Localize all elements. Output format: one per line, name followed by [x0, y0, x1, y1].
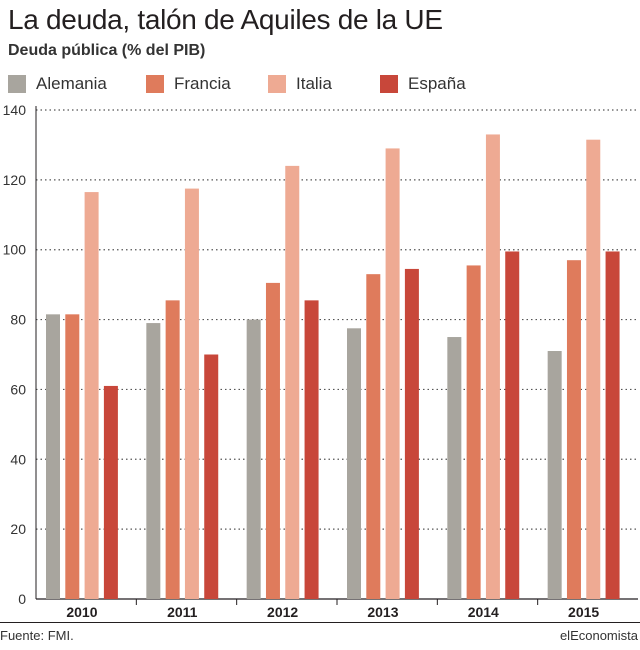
y-tick-label: 0	[18, 591, 26, 607]
bar-francia-2011	[165, 300, 180, 599]
x-tick-label: 2012	[267, 604, 298, 620]
bar-espana-2015	[605, 251, 620, 600]
legend-item-espana: España	[380, 72, 466, 96]
legend-swatch-francia	[146, 75, 164, 93]
y-tick-label: 20	[10, 521, 26, 537]
bar-francia-2012	[265, 282, 280, 599]
source-note: Fuente: FMI.	[0, 628, 74, 643]
chart-title: La deuda, talón de Aquiles de la UE	[8, 4, 443, 35]
chart-subtitle: Deuda pública (% del PIB)	[8, 42, 206, 59]
bar-espana-2014	[505, 251, 520, 600]
bar-alemania-2014	[447, 337, 462, 599]
y-tick-label: 100	[3, 242, 27, 258]
bar-espana-2010	[103, 385, 118, 599]
footer-rule	[0, 622, 640, 623]
bar-francia-2013	[366, 274, 381, 599]
bar-francia-2015	[566, 260, 581, 599]
bar-italia-2010	[84, 192, 99, 599]
bar-chart: 0 20 40 60 80 100 120 140 2010 2011 2012 2013 2014 20…	[3, 102, 638, 620]
x-tick-label: 2011	[167, 604, 198, 620]
legend-label-alemania: Alemania	[36, 74, 107, 93]
legend-label-italia: Italia	[296, 74, 332, 93]
legend-swatch-espana	[380, 75, 398, 93]
bar-espana-2011	[204, 354, 219, 599]
y-tick-label: 120	[3, 172, 27, 188]
bar-italia-2015	[586, 139, 601, 600]
x-tick-label: 2013	[367, 604, 398, 620]
legend-item-alemania: Alemania	[8, 72, 107, 96]
bar-espana-2012	[304, 300, 319, 599]
bar-italia-2013	[385, 148, 400, 599]
legend-label-espana: España	[408, 74, 466, 93]
bar-italia-2012	[285, 165, 300, 599]
x-tick-label: 2014	[468, 604, 499, 620]
bar-alemania-2011	[146, 323, 161, 599]
legend-label-francia: Francia	[174, 74, 231, 93]
x-tick-label: 2015	[568, 604, 599, 620]
bar-francia-2010	[65, 314, 80, 599]
bar-espana-2013	[404, 268, 419, 599]
y-tick-label: 140	[3, 102, 27, 118]
x-tick-label: 2010	[66, 604, 97, 620]
legend-swatch-italia	[268, 75, 286, 93]
bar-francia-2014	[466, 265, 481, 599]
legend-item-francia: Francia	[146, 72, 231, 96]
bar-italia-2014	[485, 134, 500, 599]
bar-alemania-2015	[547, 351, 562, 599]
bar-alemania-2012	[246, 319, 261, 599]
bar-italia-2011	[184, 188, 199, 599]
legend-swatch-alemania	[8, 75, 26, 93]
brand-logo-text: elEconomista	[559, 628, 638, 643]
bar-alemania-2010	[46, 314, 60, 599]
legend: Alemania Francia Italia España	[0, 72, 640, 100]
y-tick-label: 40	[10, 451, 26, 467]
y-tick-label: 80	[10, 312, 26, 328]
y-tick-label: 60	[10, 381, 26, 397]
bar-alemania-2013	[347, 328, 361, 599]
legend-item-italia: Italia	[268, 72, 332, 96]
